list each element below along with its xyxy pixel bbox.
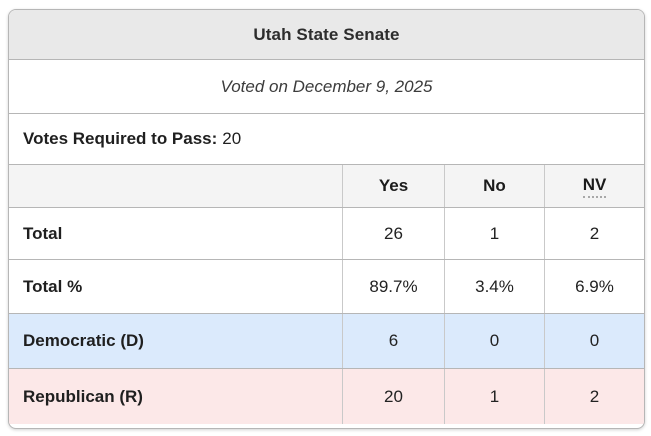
total-no-value: 1: [444, 208, 544, 259]
democratic-no-value: 0: [444, 314, 544, 368]
row-label-democratic: Democratic (D): [23, 331, 144, 350]
header-yes: Yes: [342, 165, 444, 207]
republican-nv-value: 2: [544, 369, 644, 424]
total-percent-yes-value: 89.7%: [342, 260, 444, 313]
republican-yes-value: 20: [342, 369, 444, 424]
header-nv[interactable]: NV: [544, 165, 644, 207]
republican-no-value: 1: [444, 369, 544, 424]
table-row-republican: Republican (R) 20 1 2: [9, 368, 644, 424]
chamber-title-text: Utah State Senate: [253, 24, 400, 44]
total-yes-value: 26: [342, 208, 444, 259]
vote-date: Voted on December 9, 2025: [9, 59, 644, 113]
header-no-label: No: [483, 176, 506, 195]
header-no: No: [444, 165, 544, 207]
vote-results-card: Utah State Senate Voted on December 9, 2…: [8, 9, 645, 429]
total-percent-no-value: 3.4%: [444, 260, 544, 313]
chamber-title: Utah State Senate: [9, 10, 644, 59]
row-label-total-percent: Total %: [23, 276, 83, 296]
table-row-democratic: Democratic (D) 6 0 0: [9, 313, 644, 368]
total-nv-value: 2: [544, 208, 644, 259]
votes-required-label: Votes Required to Pass:: [23, 129, 218, 148]
row-label-total: Total: [23, 223, 63, 243]
table-row-total-percent: Total % 89.7% 3.4% 6.9%: [9, 259, 644, 313]
table-row-total: Total 26 1 2: [9, 207, 644, 259]
vote-date-text: Voted on December 9, 2025: [220, 76, 433, 96]
total-percent-nv-value: 6.9%: [544, 260, 644, 313]
table-header-row: Yes No NV: [9, 164, 644, 207]
democratic-nv-value: 0: [544, 314, 644, 368]
header-empty-cell: [9, 165, 342, 207]
header-yes-label: Yes: [378, 176, 409, 195]
header-nv-label[interactable]: NV: [582, 175, 607, 198]
democratic-yes-value: 6: [342, 314, 444, 368]
votes-required-value: 20: [222, 129, 242, 148]
row-label-republican: Republican (R): [23, 386, 143, 406]
votes-required: Votes Required to Pass: 20: [9, 113, 644, 164]
